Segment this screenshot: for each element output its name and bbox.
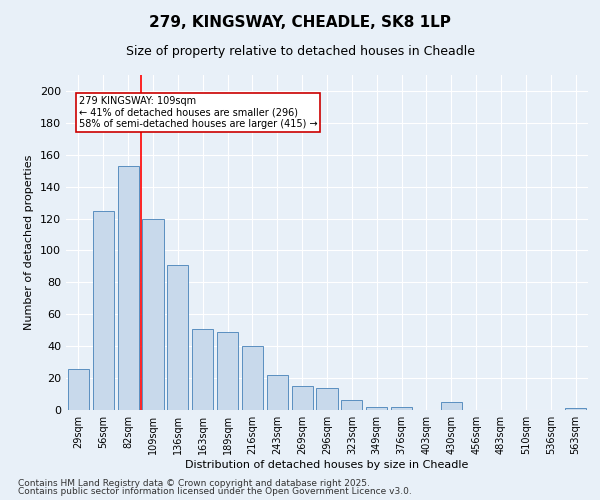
Bar bbox=[341, 400, 362, 410]
Bar bbox=[192, 328, 213, 410]
Bar bbox=[118, 166, 139, 410]
Bar bbox=[142, 218, 164, 410]
Bar bbox=[68, 368, 89, 410]
Text: 279 KINGSWAY: 109sqm
← 41% of detached houses are smaller (296)
58% of semi-deta: 279 KINGSWAY: 109sqm ← 41% of detached h… bbox=[79, 96, 317, 129]
Bar bbox=[267, 375, 288, 410]
Bar bbox=[167, 265, 188, 410]
Bar bbox=[441, 402, 462, 410]
Bar bbox=[565, 408, 586, 410]
Bar bbox=[242, 346, 263, 410]
X-axis label: Distribution of detached houses by size in Cheadle: Distribution of detached houses by size … bbox=[185, 460, 469, 469]
Bar bbox=[391, 407, 412, 410]
Bar bbox=[217, 332, 238, 410]
Bar bbox=[366, 407, 387, 410]
Bar bbox=[292, 386, 313, 410]
Text: Contains public sector information licensed under the Open Government Licence v3: Contains public sector information licen… bbox=[18, 487, 412, 496]
Y-axis label: Number of detached properties: Number of detached properties bbox=[25, 155, 34, 330]
Bar bbox=[316, 388, 338, 410]
Bar bbox=[93, 210, 114, 410]
Text: Size of property relative to detached houses in Cheadle: Size of property relative to detached ho… bbox=[125, 45, 475, 58]
Text: Contains HM Land Registry data © Crown copyright and database right 2025.: Contains HM Land Registry data © Crown c… bbox=[18, 478, 370, 488]
Text: 279, KINGSWAY, CHEADLE, SK8 1LP: 279, KINGSWAY, CHEADLE, SK8 1LP bbox=[149, 15, 451, 30]
